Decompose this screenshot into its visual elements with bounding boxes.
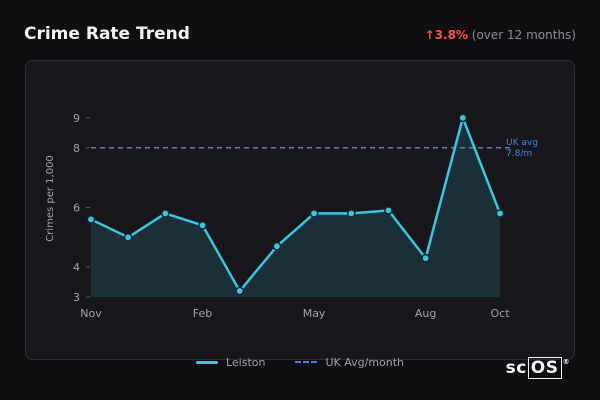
data-point xyxy=(346,209,356,218)
y-tick-label: 4 xyxy=(73,261,80,274)
data-point xyxy=(272,241,282,251)
data-point xyxy=(161,209,170,218)
y-tick-label: 6 xyxy=(73,201,80,214)
legend-series-label: Leiston xyxy=(225,355,266,369)
chart-legend: Leiston UK Avg/month xyxy=(0,354,600,370)
logo-box-text: OS xyxy=(527,357,562,379)
logo-text: sc xyxy=(505,358,527,378)
trend-change-value: 3.8% xyxy=(434,28,468,42)
legend-dashed-line-icon xyxy=(295,361,318,363)
uk-average-label: 7.8/m xyxy=(506,149,532,159)
chart-header: Crime Rate Trend ↑3.8% (over 12 months) xyxy=(24,24,576,50)
data-point xyxy=(235,286,245,296)
legend-solid-line-icon xyxy=(195,360,218,364)
series-line-leiston xyxy=(90,116,502,293)
data-point xyxy=(198,221,207,230)
trend-change: ↑3.8% (over 12 months) xyxy=(425,28,576,42)
legend-item-series[interactable]: Leiston xyxy=(195,354,266,370)
x-tick-label: Oct xyxy=(490,307,510,320)
x-tick-label: Aug xyxy=(415,307,436,320)
y-tick-label: 3 xyxy=(73,291,80,304)
legend-average-label: UK Avg/month xyxy=(325,355,405,369)
x-tick-label: Nov xyxy=(80,307,102,320)
data-point xyxy=(309,209,319,218)
y-axis-title: Crimes per 1,000 xyxy=(45,155,56,242)
data-point xyxy=(458,113,468,123)
registered-mark: ® xyxy=(562,358,570,366)
trend-up-arrow-icon: ↑ xyxy=(424,28,435,42)
data-point xyxy=(421,253,430,263)
uk-average-label: UK avg xyxy=(506,138,538,148)
y-tick-label: 9 xyxy=(73,112,80,125)
legend-item-average[interactable]: UK Avg/month xyxy=(295,354,404,370)
chart-title: Crime Rate Trend xyxy=(24,24,190,44)
y-tick-label: 8 xyxy=(73,142,80,155)
data-point xyxy=(86,215,96,224)
series-area-fill xyxy=(91,117,500,297)
data-point xyxy=(123,232,133,242)
trend-change-suffix: (over 12 months) xyxy=(471,28,576,42)
brand-logo: sc OS ® xyxy=(505,357,570,379)
x-tick-label: May xyxy=(303,307,326,320)
x-tick-label: Feb xyxy=(193,307,212,320)
data-point xyxy=(384,206,393,215)
data-point xyxy=(495,209,505,218)
